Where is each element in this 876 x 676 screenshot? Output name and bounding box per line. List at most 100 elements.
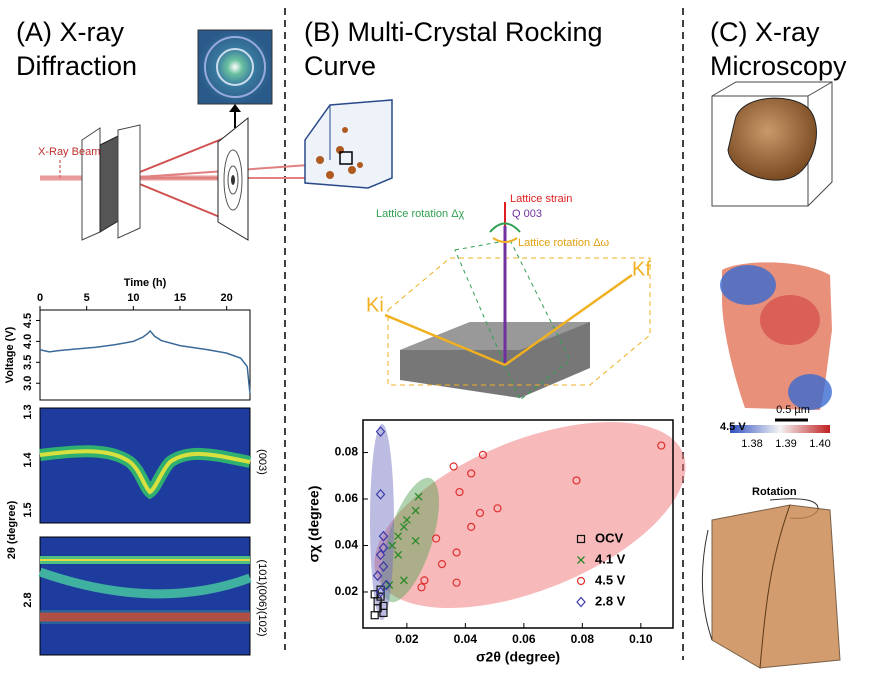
point (455, 487, 464, 497)
plot-frame (39, 309, 251, 401)
rotation-label: Rotation (752, 486, 797, 498)
rotation-label: Lattice rotation Δω (518, 237, 610, 249)
x-tick-label: 20 (221, 292, 233, 304)
point (375, 426, 386, 438)
point (411, 536, 420, 545)
point (493, 504, 502, 513)
crystal-box (304, 99, 393, 189)
voltage-label: 4.5 V (720, 421, 746, 433)
point (394, 550, 403, 559)
point (376, 585, 385, 594)
y-tick-label: 4.5 (22, 313, 34, 328)
point (394, 532, 403, 541)
point (378, 561, 389, 572)
x-tick-label: 0 (37, 292, 43, 304)
y-tick-label: 0.04 (335, 538, 359, 552)
k-label: Ki (366, 294, 384, 316)
point (378, 530, 389, 542)
xrd-setup (40, 29, 381, 241)
point (375, 549, 386, 561)
y-tick-label: 0.02 (335, 584, 359, 598)
legend-label: 2.8 V (595, 593, 626, 608)
x-tick-label: 0.06 (512, 632, 536, 646)
y-tick-label: 3.5 (22, 355, 34, 370)
legend-marker (576, 534, 586, 544)
y-axis-label: σχ (degree) (306, 486, 322, 563)
legend-marker (577, 556, 585, 564)
point (478, 450, 488, 459)
rotation-label: Lattice rotation Δχ (376, 208, 465, 220)
x-tick-label: 0.04 (454, 632, 478, 646)
y-tick-label: 0.08 (335, 445, 359, 459)
legend-marker (576, 576, 586, 586)
x-tick-label: 0.02 (395, 632, 419, 646)
point (414, 492, 423, 501)
point (411, 506, 420, 515)
point (467, 469, 476, 478)
y-tick-label: 3.0 (22, 376, 34, 391)
panel-title: Diffraction (16, 51, 137, 81)
panel-title: (A) X-ray (16, 17, 125, 47)
point (378, 542, 389, 554)
point (417, 583, 426, 592)
y-axis-label: Voltage (V) (4, 326, 16, 383)
point (375, 488, 386, 500)
plot-frame (362, 419, 674, 629)
legend-marker (576, 596, 586, 608)
point (370, 611, 379, 620)
point (475, 508, 485, 518)
colorbar-label: 1.39 (775, 438, 796, 450)
legend-label: 4.1 V (595, 551, 626, 566)
point (449, 462, 458, 471)
cluster-ellipses (370, 421, 686, 620)
axis-label: 2θ (degree) (6, 500, 18, 559)
q-label: Q 003 (512, 208, 542, 220)
x-tick-label: 15 (174, 292, 186, 304)
scale-label: 0.5 µm (776, 404, 810, 416)
peak-label: (101)(006)(102) (256, 559, 268, 636)
point (432, 534, 441, 543)
strain-label: Lattice strain (510, 193, 572, 205)
point (437, 559, 447, 569)
legend-label: 4.5 V (595, 572, 626, 587)
colorbar-label: 1.38 (741, 438, 762, 450)
tick-label: 2.8 (22, 592, 34, 607)
panel-title: Microscopy (710, 51, 847, 81)
microscopy-cube (711, 81, 833, 207)
point (399, 576, 408, 585)
point (375, 586, 386, 598)
beam-label: X-Ray Beam (38, 146, 100, 158)
point (657, 441, 666, 450)
tick-label: 1.4 (22, 451, 34, 467)
voltage-line (39, 329, 251, 394)
heatmap-101 (38, 536, 252, 656)
point (452, 548, 461, 557)
panel-title: (B) Multi-Crystal Rocking (304, 17, 603, 47)
y-tick-label: 4.0 (22, 334, 34, 349)
point (572, 476, 581, 485)
rocking-geometry (384, 202, 651, 401)
point (452, 578, 461, 587)
peak-label: (003) (256, 449, 268, 475)
point (379, 608, 388, 617)
point (381, 579, 392, 591)
strain-map (720, 262, 832, 433)
point (467, 522, 476, 532)
x-tick-label: 0.08 (571, 632, 595, 646)
legend-label: OCV (595, 530, 624, 545)
point (385, 581, 394, 589)
rotation-block (701, 498, 841, 669)
colorbar-label: 1.40 (809, 438, 830, 450)
x-axis-label: σ2θ (degree) (476, 649, 560, 665)
tick-label: 1.5 (22, 502, 34, 517)
tick-label: 1.3 (22, 404, 34, 419)
panel-title: Curve (304, 51, 376, 81)
panel-title: (C) X-ray (710, 17, 820, 47)
k-label: Kf (632, 258, 651, 280)
x-axis-label: Time (h) (124, 277, 167, 289)
point (372, 570, 383, 582)
x-tick-label: 5 (84, 292, 90, 304)
point (399, 522, 408, 531)
point (402, 515, 411, 524)
point (388, 541, 397, 550)
